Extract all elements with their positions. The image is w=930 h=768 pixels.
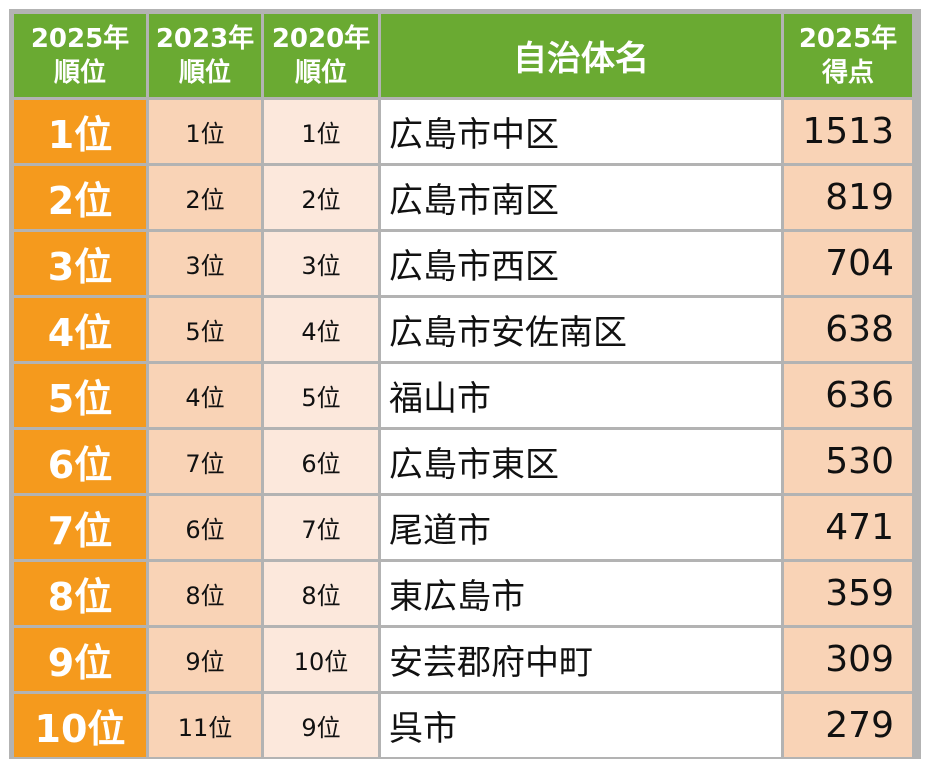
score-cell: 279 — [784, 694, 912, 757]
rank-2023-cell: 3位 — [149, 232, 261, 295]
municipality-name-cell: 広島市安佐南区 — [381, 298, 781, 361]
table-row: 2位 2位 2位 広島市南区 819 — [14, 166, 912, 229]
rank-2020-cell: 3位 — [264, 232, 378, 295]
municipality-name-cell: 広島市西区 — [381, 232, 781, 295]
ranking-table: 2025年 順位 2023年 順位 2020年 順位 自治体名 2025年 得点… — [11, 11, 915, 760]
score-cell: 471 — [784, 496, 912, 559]
score-cell: 636 — [784, 364, 912, 427]
table-row: 6位 7位 6位 広島市東区 530 — [14, 430, 912, 493]
rank-2023-cell: 11位 — [149, 694, 261, 757]
rank-2025-cell: 7位 — [14, 496, 146, 559]
rank-2020-cell: 8位 — [264, 562, 378, 625]
header-score-2025-year: 2025年 — [798, 23, 898, 54]
rank-2023-cell: 2位 — [149, 166, 261, 229]
score-cell: 359 — [784, 562, 912, 625]
score-cell: 1513 — [784, 100, 912, 163]
municipality-name-cell: 東広島市 — [381, 562, 781, 625]
rank-2025-cell: 2位 — [14, 166, 146, 229]
rank-2023-cell: 9位 — [149, 628, 261, 691]
table-row: 5位 4位 5位 福山市 636 — [14, 364, 912, 427]
rank-2023-cell: 7位 — [149, 430, 261, 493]
score-cell: 704 — [784, 232, 912, 295]
table-row: 4位 5位 4位 広島市安佐南区 638 — [14, 298, 912, 361]
rank-2020-cell: 7位 — [264, 496, 378, 559]
rank-2023-cell: 6位 — [149, 496, 261, 559]
header-rank-2025-year: 2025年 — [30, 23, 130, 54]
header-score-2025-label: 得点 — [821, 57, 874, 88]
score-cell: 530 — [784, 430, 912, 493]
rank-2020-cell: 9位 — [264, 694, 378, 757]
header-rank-2023-label: 順位 — [178, 57, 231, 88]
rank-2020-cell: 2位 — [264, 166, 378, 229]
rank-2025-cell: 9位 — [14, 628, 146, 691]
municipality-name-cell: 福山市 — [381, 364, 781, 427]
header-rank-2025-label: 順位 — [53, 57, 106, 88]
header-rank-2020-label: 順位 — [294, 57, 347, 88]
score-cell: 309 — [784, 628, 912, 691]
rank-2023-cell: 4位 — [149, 364, 261, 427]
rank-2020-cell: 10位 — [264, 628, 378, 691]
municipality-name-cell: 広島市東区 — [381, 430, 781, 493]
header-rank-2025: 2025年 順位 — [14, 14, 146, 97]
rank-2020-cell: 6位 — [264, 430, 378, 493]
header-rank-2023: 2023年 順位 — [149, 14, 261, 97]
municipality-name-cell: 広島市南区 — [381, 166, 781, 229]
header-row: 2025年 順位 2023年 順位 2020年 順位 自治体名 2025年 得点 — [14, 14, 912, 97]
header-rank-2020-year: 2020年 — [271, 23, 371, 54]
rank-2020-cell: 1位 — [264, 100, 378, 163]
municipality-name-cell: 尾道市 — [381, 496, 781, 559]
rank-2025-cell: 1位 — [14, 100, 146, 163]
rank-2025-cell: 10位 — [14, 694, 146, 757]
rank-2025-cell: 3位 — [14, 232, 146, 295]
rank-2025-cell: 8位 — [14, 562, 146, 625]
table-row: 8位 8位 8位 東広島市 359 — [14, 562, 912, 625]
score-cell: 638 — [784, 298, 912, 361]
rank-2023-cell: 8位 — [149, 562, 261, 625]
header-rank-2023-year: 2023年 — [155, 23, 255, 54]
table-row: 7位 6位 7位 尾道市 471 — [14, 496, 912, 559]
score-cell: 819 — [784, 166, 912, 229]
municipality-name-cell: 呉市 — [381, 694, 781, 757]
rank-2020-cell: 5位 — [264, 364, 378, 427]
municipality-name-cell: 広島市中区 — [381, 100, 781, 163]
header-rank-2020: 2020年 順位 — [264, 14, 378, 97]
rank-2023-cell: 5位 — [149, 298, 261, 361]
header-score-2025: 2025年 得点 — [784, 14, 912, 97]
header-municipality-name: 自治体名 — [381, 14, 781, 97]
table-row: 9位 9位 10位 安芸郡府中町 309 — [14, 628, 912, 691]
rank-2025-cell: 6位 — [14, 430, 146, 493]
municipality-name-cell: 安芸郡府中町 — [381, 628, 781, 691]
table-row: 3位 3位 3位 広島市西区 704 — [14, 232, 912, 295]
table-row: 10位 11位 9位 呉市 279 — [14, 694, 912, 757]
table-row: 1位 1位 1位 広島市中区 1513 — [14, 100, 912, 163]
rank-2025-cell: 4位 — [14, 298, 146, 361]
rank-2023-cell: 1位 — [149, 100, 261, 163]
rank-2025-cell: 5位 — [14, 364, 146, 427]
rank-2020-cell: 4位 — [264, 298, 378, 361]
